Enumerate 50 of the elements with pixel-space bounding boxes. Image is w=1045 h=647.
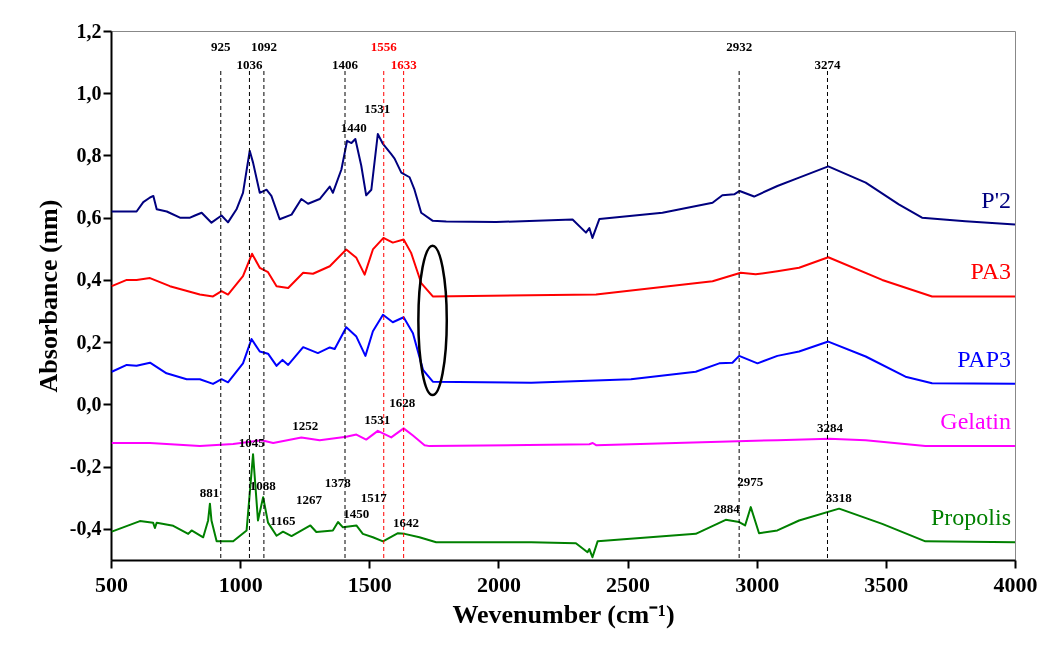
ref-line-label: 925 xyxy=(211,39,232,54)
x-tick-label: 1000 xyxy=(218,571,263,597)
ref-line-label: 1092 xyxy=(250,39,277,54)
y-tick-label: -0,2 xyxy=(69,455,102,478)
annotation: 1450 xyxy=(343,506,370,522)
annotation: 1165 xyxy=(270,512,296,528)
y-tick-label: 0,4 xyxy=(76,268,102,291)
series-label: PAP3 xyxy=(957,345,1011,372)
annotation: 1252 xyxy=(292,418,319,434)
ref-line-label: 1633 xyxy=(390,57,418,72)
line-series xyxy=(111,313,1015,385)
x-tick-label: 3500 xyxy=(864,571,909,597)
annotation: 1378 xyxy=(324,475,352,491)
annotation: 3284 xyxy=(817,419,844,435)
x-tick-label: 4000 xyxy=(993,571,1038,597)
y-tick-label: 0,6 xyxy=(76,206,102,229)
x-tick-label: 2000 xyxy=(476,571,521,597)
series-label: PA3 xyxy=(970,258,1011,285)
ref-line-label: 1406 xyxy=(332,57,359,72)
annotation: 1531 xyxy=(364,101,391,116)
annotation: 1628 xyxy=(389,395,416,411)
ref-line-label: 1036 xyxy=(236,57,263,72)
ref-line-label: 2932 xyxy=(726,39,753,54)
annotation: 2975 xyxy=(737,474,764,490)
series-label: P'2 xyxy=(981,186,1011,213)
y-tick-label: 1,2 xyxy=(76,19,102,42)
ref-line-label: 1556 xyxy=(370,39,398,54)
x-tick-label: 1500 xyxy=(347,571,392,597)
annotation: 881 xyxy=(199,484,220,500)
y-tick-label: 0,8 xyxy=(76,143,102,166)
annotation: 1642 xyxy=(392,514,419,530)
y-tick-label: 0,0 xyxy=(76,392,102,415)
series-label: Gelatin xyxy=(940,408,1011,435)
line-series xyxy=(111,133,1015,239)
annotation: 1517 xyxy=(360,490,388,506)
y-tick-label: 0,2 xyxy=(76,330,102,353)
annotation: 3318 xyxy=(825,489,853,505)
annotation: 1267 xyxy=(296,492,323,508)
annotation: 1531 xyxy=(364,411,391,427)
y-tick-label: -0,4 xyxy=(69,517,102,540)
x-tick-label: 500 xyxy=(95,571,128,597)
x-axis-title: Wevenumber (cm⁻¹) xyxy=(452,599,675,629)
y-tick-label: 1,0 xyxy=(76,81,102,104)
x-tick-label: 2500 xyxy=(606,571,651,597)
ref-line-label: 3274 xyxy=(814,57,841,72)
series-label: Propolis xyxy=(930,504,1011,531)
annotation: 1440 xyxy=(340,119,367,135)
y-axis-title: Absorbance (nm) xyxy=(33,199,63,393)
x-tick-label: 3000 xyxy=(735,571,780,597)
annotation: 2884 xyxy=(713,500,741,516)
